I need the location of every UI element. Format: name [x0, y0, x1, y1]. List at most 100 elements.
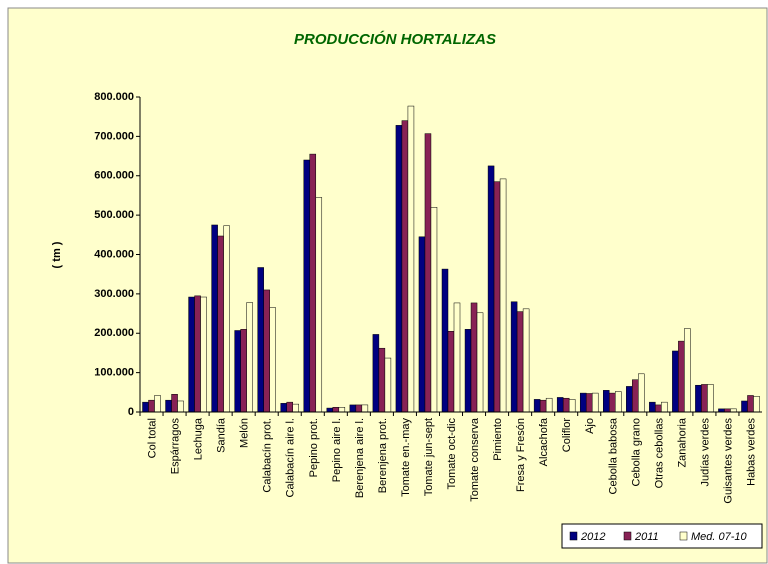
legend-label: 2011: [634, 531, 659, 543]
x-tick-label: Alcachofa: [538, 417, 550, 466]
y-tick-label: 400.000: [94, 248, 134, 260]
bar: [263, 289, 270, 413]
x-tick-label: Zanahoria: [676, 417, 688, 467]
x-tick-label: Lechuga: [193, 417, 205, 460]
bar: [349, 404, 357, 413]
x-tick-label: Col total: [147, 418, 159, 458]
bar: [338, 407, 346, 413]
bar: [188, 296, 195, 413]
x-tick-label: Habas verdes: [745, 418, 757, 486]
bar: [211, 224, 218, 413]
chart-title: PRODUCCIÓN HORTALIZAS: [294, 30, 496, 48]
bar: [142, 401, 149, 413]
bar: [510, 301, 518, 413]
bar: [556, 397, 564, 413]
x-tick-label: Cebolla babosa: [607, 417, 619, 494]
x-tick-label: Sandía: [216, 417, 228, 453]
bar: [661, 401, 668, 413]
bar: [533, 399, 541, 413]
bar: [361, 404, 369, 413]
legend-swatch: [679, 531, 688, 541]
bar: [632, 379, 639, 413]
bar: [246, 302, 253, 413]
x-tick-label: Judías verdes: [699, 418, 711, 487]
bar: [165, 399, 172, 413]
legend-label: 2012: [580, 531, 605, 543]
x-tick-label: Tomate jun-sept: [423, 418, 435, 496]
bar: [309, 153, 317, 413]
bar: [200, 296, 207, 413]
bar: [303, 159, 311, 413]
bar: [539, 399, 547, 413]
bar: [240, 329, 247, 413]
x-tick-label: Tomate en.-may: [400, 418, 412, 497]
x-tick-label: Espárragos: [170, 418, 182, 475]
x-tick-label: Tomate conserva: [469, 417, 481, 502]
bar: [591, 392, 599, 413]
bar: [234, 330, 241, 413]
legend-swatch: [569, 531, 578, 541]
bar: [453, 302, 461, 413]
x-tick-label: Berenjena aire l.: [354, 418, 366, 498]
bar: [395, 125, 403, 413]
bar: [609, 392, 616, 413]
bar: [684, 328, 691, 413]
chart-background: [7, 7, 768, 564]
bar: [476, 312, 484, 413]
y-tick-label: 300.000: [94, 288, 134, 300]
bar: [447, 331, 455, 413]
bar: [223, 225, 230, 413]
bar: [695, 384, 702, 413]
bar: [280, 403, 287, 413]
bar: [269, 307, 276, 413]
bar: [579, 392, 587, 413]
x-tick-label: Tomate oct-dic: [446, 418, 458, 490]
bar: [384, 357, 392, 413]
x-tick-label: Otras cebollas: [653, 418, 665, 489]
bar: [315, 197, 323, 413]
bar: [194, 295, 201, 413]
bar: [747, 395, 754, 413]
bar: [522, 308, 530, 413]
x-tick-label: Berenjena prot.: [377, 418, 389, 493]
bar: [545, 397, 553, 413]
x-tick-label: Ajo: [584, 418, 596, 434]
bar: [499, 178, 507, 413]
x-tick-label: Cebolla grano: [630, 418, 642, 487]
bar: [603, 390, 610, 413]
bar: [707, 384, 714, 413]
x-tick-label: Melón: [239, 418, 251, 448]
bar: [148, 399, 155, 413]
x-tick-label: Pepino prot.: [308, 418, 320, 477]
x-tick-label: Pepino aire l.: [331, 418, 343, 482]
bar: [678, 340, 685, 413]
bar: [649, 401, 656, 413]
y-tick-label: 800.000: [94, 91, 134, 103]
x-tick-label: Calabacín prot.: [262, 418, 274, 493]
legend-box: [561, 523, 763, 549]
bar: [286, 401, 293, 413]
x-tick-label: Guisantes verdes: [722, 418, 734, 504]
bar: [217, 235, 224, 413]
y-axis-label: ( tm ): [51, 241, 63, 268]
bar: [171, 394, 178, 413]
bar: [753, 396, 760, 413]
bar: [154, 395, 161, 413]
x-tick-label: Coliflor: [561, 418, 573, 453]
bar: [672, 350, 679, 413]
x-tick-label: Calabacín aire l.: [285, 418, 297, 498]
bar: [701, 384, 708, 413]
bar: [257, 267, 264, 413]
bar: [615, 391, 622, 413]
bar: [326, 407, 334, 413]
y-tick-label: 0: [128, 406, 134, 418]
bar: [332, 407, 340, 413]
bar: [741, 400, 748, 413]
bar: [441, 268, 449, 413]
bar: [430, 207, 438, 413]
bar: [655, 404, 662, 413]
bar: [470, 302, 478, 413]
legend-label: Med. 07-10: [691, 531, 748, 543]
bar: [585, 393, 593, 413]
bar: [424, 133, 432, 413]
